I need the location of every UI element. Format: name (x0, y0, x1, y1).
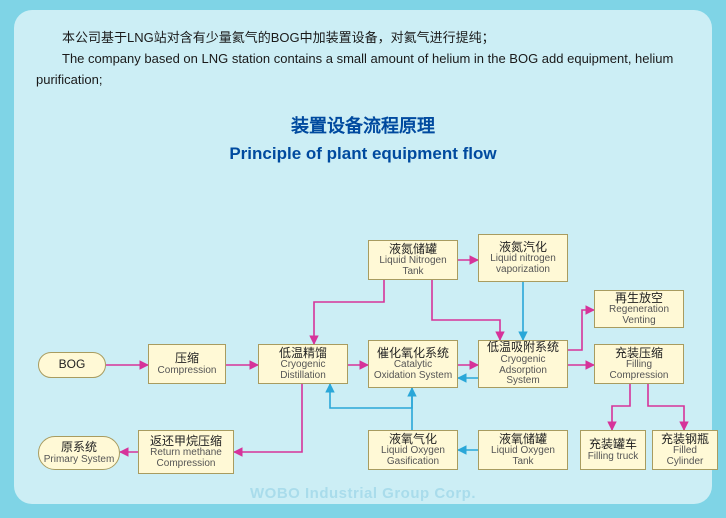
node-label-cn: 低温吸附系统 (487, 341, 559, 355)
node-bog: BOG (38, 352, 106, 378)
node-label-en: Liquid nitrogen vaporization (482, 254, 564, 275)
node-label-cn: 返还甲烷压缩 (150, 435, 222, 449)
node-fill_cyl: 充装钢瓶Filled Cylinder (652, 430, 718, 470)
node-label-en: Primary System (44, 455, 115, 466)
node-label-en: Return methane Compression (142, 448, 230, 469)
node-fill_comp: 充装压缩Filling Compression (594, 344, 684, 384)
arrow-fill_comp-to-fill_cyl (648, 384, 684, 430)
node-label-en: Compression (158, 366, 217, 377)
node-label-en: Filling truck (588, 452, 639, 463)
node-label-cn: BOG (59, 358, 86, 372)
node-compression: 压缩Compression (148, 344, 226, 384)
node-label-cn: 液氮储罐 (389, 243, 437, 257)
node-fill_truck: 充装罐车Filling truck (580, 430, 646, 470)
flowchart-canvas: BOG原系统Primary System压缩Compression返还甲烷压缩R… (14, 220, 712, 504)
title-cn: 装置设备流程原理 (36, 112, 690, 138)
node-ln2_vap: 液氮汽化Liquid nitrogen vaporization (478, 234, 568, 282)
intro-text-en: The company based on LNG station contain… (36, 49, 690, 91)
node-label-cn: 液氧储罐 (499, 433, 547, 447)
node-label-cn: 低温精馏 (279, 347, 327, 361)
node-label-cn: 充装罐车 (589, 438, 637, 452)
arrow-ln2_tank-to-cryo_ads (432, 280, 500, 340)
node-lo2_tank: 液氧储罐Liquid Oxygen Tank (478, 430, 568, 470)
inner-panel: 本公司基于LNG站对含有少量氦气的BOG中加装置设备，对氦气进行提纯； The … (14, 10, 712, 504)
node-cryo_ads: 低温吸附系统Cryogenic Adsorption System (478, 340, 568, 388)
node-label-en: Regeneration Venting (598, 305, 680, 326)
node-label-cn: 压缩 (175, 352, 199, 366)
arrow-ln2_tank-to-cryo_dist (314, 280, 384, 344)
node-label-en: Liquid Oxygen Gasification (372, 446, 454, 467)
node-primary: 原系统Primary System (38, 436, 120, 470)
node-regen: 再生放空Regeneration Venting (594, 290, 684, 328)
title-en: Principle of plant equipment flow (36, 144, 690, 164)
node-label-cn: 催化氧化系统 (377, 347, 449, 361)
arrow-cryo_ads-to-regen (568, 310, 594, 350)
watermark: WOBO Industrial Group Corp. (14, 485, 712, 502)
node-label-en: Liquid Oxygen Tank (482, 446, 564, 467)
node-label-en: Catalytic Oxidation System (372, 360, 454, 381)
intro-text-cn: 本公司基于LNG站对含有少量氦气的BOG中加装置设备，对氦气进行提纯； (36, 28, 690, 49)
node-cryo_dist: 低温精馏Cryogenic Distillation (258, 344, 348, 384)
node-label-en: Filled Cylinder (656, 446, 714, 467)
node-label-en: Cryogenic Adsorption System (482, 355, 564, 387)
node-label-cn: 液氧气化 (389, 433, 437, 447)
node-catalytic: 催化氧化系统Catalytic Oxidation System (368, 340, 458, 388)
node-return_methane: 返还甲烷压缩Return methane Compression (138, 430, 234, 474)
node-lo2_gas: 液氧气化Liquid Oxygen Gasification (368, 430, 458, 470)
arrow-fill_comp-to-fill_truck (612, 384, 630, 430)
arrow-cryo_dist-to-return_methane (234, 384, 302, 452)
node-label-cn: 充装钢瓶 (661, 433, 709, 447)
node-label-en: Liquid Nitrogen Tank (372, 256, 454, 277)
node-ln2_tank: 液氮储罐Liquid Nitrogen Tank (368, 240, 458, 280)
node-label-cn: 充装压缩 (615, 347, 663, 361)
node-label-en: Cryogenic Distillation (262, 360, 344, 381)
node-label-cn: 再生放空 (615, 292, 663, 306)
outer-frame: 本公司基于LNG站对含有少量氦气的BOG中加装置设备，对氦气进行提纯； The … (0, 0, 726, 518)
node-label-cn: 液氮汽化 (499, 241, 547, 255)
node-label-cn: 原系统 (61, 441, 97, 455)
node-label-en: Filling Compression (598, 360, 680, 381)
